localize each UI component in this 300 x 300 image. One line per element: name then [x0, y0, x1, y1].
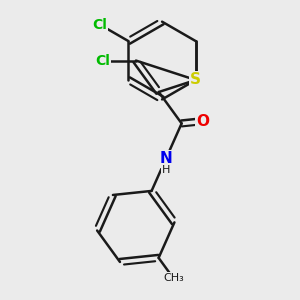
Text: H: H: [162, 165, 170, 175]
Text: Cl: Cl: [92, 18, 107, 32]
Text: Cl: Cl: [95, 53, 110, 68]
Text: N: N: [159, 152, 172, 166]
Text: CH₃: CH₃: [163, 273, 184, 283]
Text: O: O: [196, 114, 209, 129]
Text: S: S: [190, 73, 201, 88]
